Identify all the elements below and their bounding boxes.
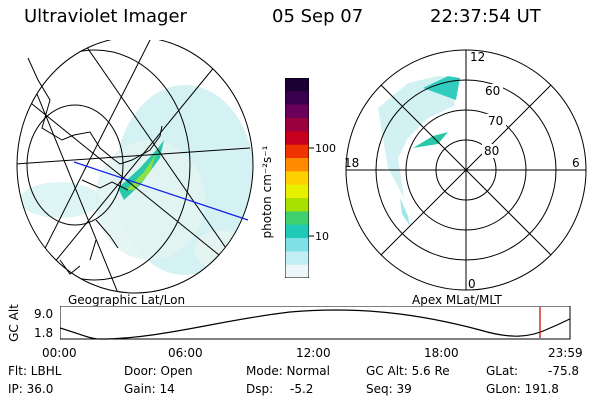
mlat-label-80: 80	[484, 144, 499, 158]
colorbar-band	[285, 118, 309, 132]
colorbar-label: photon cm⁻²s⁻¹	[260, 145, 274, 239]
glon-status: GLon: 191.8	[486, 382, 559, 396]
aurora-emission-geo	[20, 85, 253, 275]
mlt-label-6: 6	[572, 156, 580, 170]
terminator-line	[73, 161, 249, 221]
instrument-title: Ultraviolet Imager	[24, 6, 187, 27]
dsp-label: Dsp:	[246, 382, 274, 396]
colorbar-band	[285, 251, 309, 266]
colorbar-band	[285, 224, 309, 239]
colorbar-band	[285, 211, 309, 226]
orbit-altitude-plot	[60, 306, 571, 340]
orbit-ytick-min: 1.8	[34, 326, 54, 340]
colorbar-ticks: 100 10	[309, 142, 336, 243]
geographic-map-panel	[16, 40, 254, 294]
colorbar-band	[285, 198, 309, 212]
orbit-xtick-0: 00:00	[42, 346, 77, 360]
colorbar-band	[285, 78, 309, 92]
mlt-label-18: 18	[344, 156, 359, 170]
apex-polar-plot: 12 18 6 0 60 70 80	[344, 49, 587, 291]
orbit-ytick-max: 9.0	[34, 307, 54, 321]
observation-date: 05 Sep 07	[272, 6, 364, 27]
colorbar-band	[285, 171, 309, 186]
colorbar-band	[285, 158, 309, 172]
colorbar-band	[285, 264, 309, 278]
colorbar-band	[285, 184, 309, 199]
mlt-label-0: 0	[468, 277, 476, 291]
orbit-xtick-1: 06:00	[168, 346, 203, 360]
glat-label: GLat:	[486, 364, 519, 378]
aurora-emission-apex	[378, 76, 460, 226]
door-status: Door: Open	[124, 364, 193, 378]
colorbar	[285, 78, 309, 278]
colorbar-band	[285, 131, 309, 146]
gc-altitude-status: GC Alt: 5.6 Re	[366, 364, 450, 378]
apex-panel-caption: Apex MLat/MLT	[412, 293, 502, 307]
mlat-label-60: 60	[485, 84, 500, 98]
orbit-xtick-2: 12:00	[296, 346, 331, 360]
orbit-ylabel: GC Alt	[7, 304, 21, 342]
colorbar-band	[285, 144, 309, 159]
mlat-label-70: 70	[488, 114, 503, 128]
coastline	[27, 57, 163, 275]
ip-status: IP: 36.0	[8, 382, 54, 396]
colorbar-tick-100: 100	[315, 142, 336, 155]
dsp-value: -5.2	[290, 382, 314, 396]
observation-time: 22:37:54 UT	[430, 6, 541, 27]
colorbar-band	[285, 238, 309, 252]
colorbar-tick-10: 10	[315, 230, 329, 243]
mode-status: Mode: Normal	[246, 364, 330, 378]
orbit-xtick-4: 23:59	[548, 346, 583, 360]
sequence-status: Seq: 39	[366, 382, 412, 396]
filter-status: Flt: LBHL	[8, 364, 62, 378]
colorbar-band	[285, 91, 309, 106]
orbit-xtick-3: 18:00	[424, 346, 459, 360]
colorbar-band	[285, 104, 309, 119]
mlt-label-12: 12	[470, 50, 485, 64]
glat-value: -75.8	[548, 364, 580, 378]
gain-status: Gain: 14	[124, 382, 175, 396]
geo-panel-caption: Geographic Lat/Lon	[68, 293, 186, 307]
